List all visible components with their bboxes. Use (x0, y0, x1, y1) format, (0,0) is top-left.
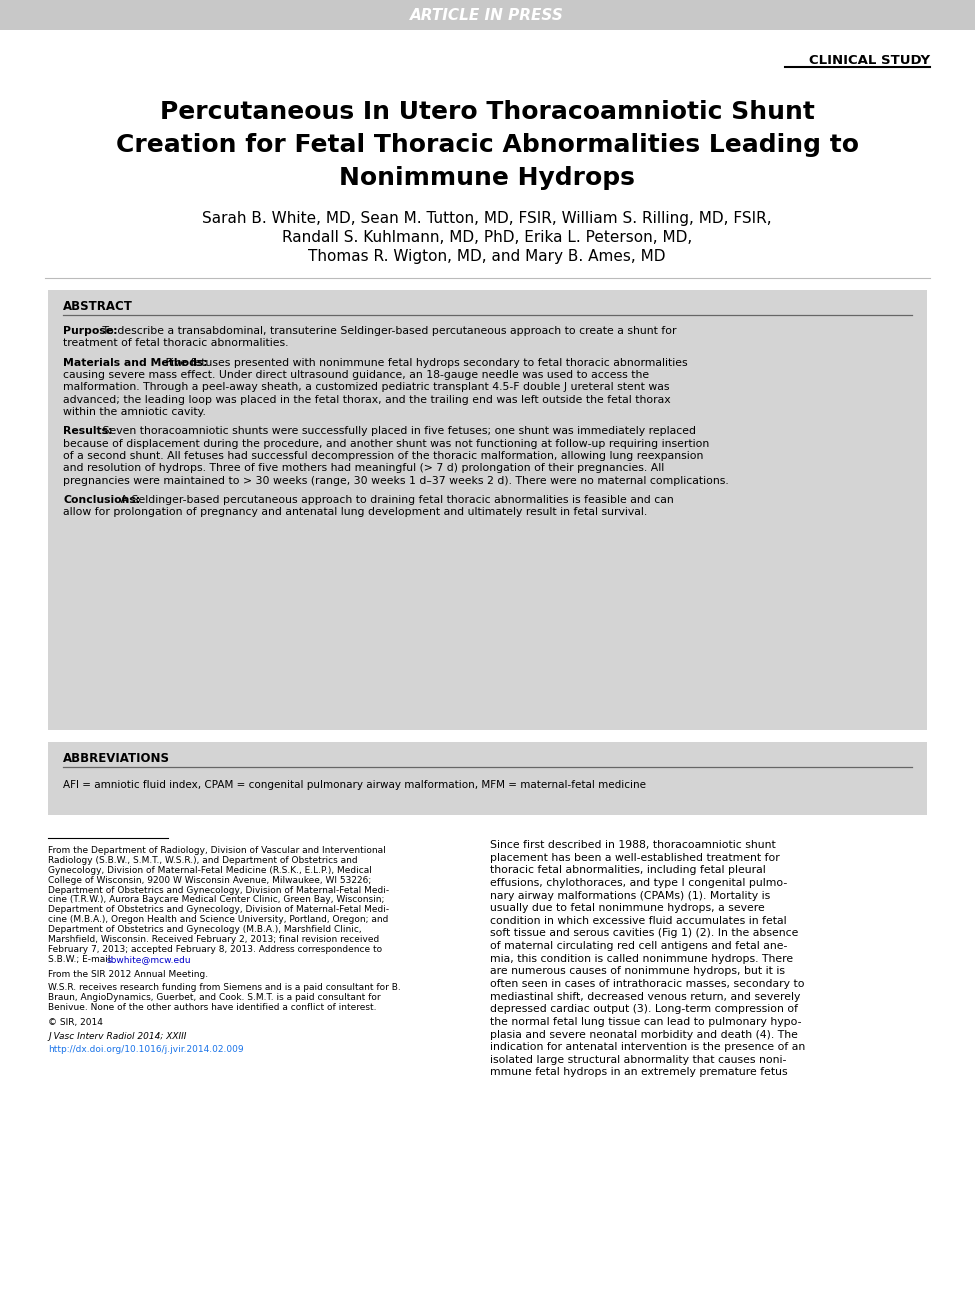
Text: Department of Obstetrics and Gynecology, Division of Maternal-Fetal Medi-: Department of Obstetrics and Gynecology,… (48, 886, 389, 894)
Text: ARTICLE IN PRESS: ARTICLE IN PRESS (410, 8, 564, 22)
Text: Since first described in 1988, thoracoamniotic shunt: Since first described in 1988, thoracoam… (490, 840, 776, 850)
Bar (48, 290, 927, 729)
Text: cine (T.R.W.), Aurora Baycare Medical Center Clinic, Green Bay, Wisconsin;: cine (T.R.W.), Aurora Baycare Medical Ce… (48, 895, 384, 904)
Text: condition in which excessive fluid accumulates in fetal: condition in which excessive fluid accum… (490, 916, 787, 925)
Text: treatment of fetal thoracic abnormalities.: treatment of fetal thoracic abnormalitie… (63, 338, 289, 348)
Text: Seven thoracoamniotic shunts were successfully placed in five fetuses; one shunt: Seven thoracoamniotic shunts were succes… (98, 427, 696, 436)
Text: thoracic fetal abnormalities, including fetal pleural: thoracic fetal abnormalities, including … (490, 865, 765, 876)
Bar (48, 743, 927, 816)
Text: mediastinal shift, decreased venous return, and severely: mediastinal shift, decreased venous retu… (490, 992, 800, 1002)
Text: indication for antenatal intervention is the presence of an: indication for antenatal intervention is… (490, 1043, 805, 1052)
Text: effusions, chylothoraces, and type I congenital pulmo-: effusions, chylothoraces, and type I con… (490, 878, 787, 887)
Text: Creation for Fetal Thoracic Abnormalities Leading to: Creation for Fetal Thoracic Abnormalitie… (115, 133, 859, 157)
Text: Benivue. None of the other authors have identified a conflict of interest.: Benivue. None of the other authors have … (48, 1004, 376, 1013)
Text: W.S.R. receives research funding from Siemens and is a paid consultant for B.: W.S.R. receives research funding from Si… (48, 984, 401, 992)
Text: S.B.W.; E-mail:: S.B.W.; E-mail: (48, 955, 116, 963)
Text: depressed cardiac output (3). Long-term compression of: depressed cardiac output (3). Long-term … (490, 1005, 798, 1014)
Text: Department of Obstetrics and Gynecology, Division of Maternal-Fetal Medi-: Department of Obstetrics and Gynecology,… (48, 906, 389, 915)
Text: malformation. Through a peel-away sheath, a customized pediatric transplant 4.5-: malformation. Through a peel-away sheath… (63, 382, 670, 393)
Text: cine (M.B.A.), Oregon Health and Science University, Portland, Oregon; and: cine (M.B.A.), Oregon Health and Science… (48, 915, 388, 924)
Text: and resolution of hydrops. Three of five mothers had meaningful (> 7 d) prolonga: and resolution of hydrops. Three of five… (63, 463, 664, 474)
Text: Gynecology, Division of Maternal-Fetal Medicine (R.S.K., E.L.P.), Medical: Gynecology, Division of Maternal-Fetal M… (48, 865, 371, 874)
Text: Radiology (S.B.W., S.M.T., W.S.R.), and Department of Obstetrics and: Radiology (S.B.W., S.M.T., W.S.R.), and … (48, 856, 358, 865)
Text: Percutaneous In Utero Thoracoamniotic Shunt: Percutaneous In Utero Thoracoamniotic Sh… (160, 100, 814, 124)
Text: pregnancies were maintained to > 30 weeks (range, 30 weeks 1 d–37 weeks 2 d). Th: pregnancies were maintained to > 30 week… (63, 475, 728, 485)
Text: of a second shunt. All fetuses had successful decompression of the thoracic malf: of a second shunt. All fetuses had succe… (63, 452, 703, 461)
Text: Five fetuses presented with nonimmune fetal hydrops secondary to fetal thoracic : Five fetuses presented with nonimmune fe… (162, 358, 687, 368)
Text: © SIR, 2014: © SIR, 2014 (48, 1018, 103, 1027)
Text: A Seldinger-based percutaneous approach to draining fetal thoracic abnormalities: A Seldinger-based percutaneous approach … (117, 495, 674, 505)
Text: ABSTRACT: ABSTRACT (63, 300, 133, 312)
Text: http://dx.doi.org/10.1016/j.jvir.2014.02.009: http://dx.doi.org/10.1016/j.jvir.2014.02… (48, 1045, 244, 1054)
Text: often seen in cases of intrathoracic masses, secondary to: often seen in cases of intrathoracic mas… (490, 979, 804, 989)
Text: are numerous causes of nonimmune hydrops, but it is: are numerous causes of nonimmune hydrops… (490, 967, 785, 976)
Text: College of Wisconsin, 9200 W Wisconsin Avenue, Milwaukee, WI 53226;: College of Wisconsin, 9200 W Wisconsin A… (48, 876, 371, 885)
Text: From the SIR 2012 Annual Meeting.: From the SIR 2012 Annual Meeting. (48, 970, 208, 979)
Text: Materials and Methods:: Materials and Methods: (63, 358, 208, 368)
Text: Thomas R. Wigton, MD, and Mary B. Ames, MD: Thomas R. Wigton, MD, and Mary B. Ames, … (308, 248, 666, 264)
Text: because of displacement during the procedure, and another shunt was not function: because of displacement during the proce… (63, 438, 709, 449)
Text: ABBREVIATIONS: ABBREVIATIONS (63, 752, 170, 765)
Text: mmune fetal hydrops in an extremely premature fetus: mmune fetal hydrops in an extremely prem… (490, 1067, 788, 1078)
Text: of maternal circulating red cell antigens and fetal ane-: of maternal circulating red cell antigen… (490, 941, 788, 951)
Text: From the Department of Radiology, Division of Vascular and Interventional: From the Department of Radiology, Divisi… (48, 846, 386, 855)
Text: To describe a transabdominal, transuterine Seldinger-based percutaneous approach: To describe a transabdominal, transuteri… (98, 326, 677, 335)
Text: usually due to fetal nonimmune hydrops, a severe: usually due to fetal nonimmune hydrops, … (490, 903, 764, 914)
Text: Department of Obstetrics and Gynecology (M.B.A.), Marshfield Clinic,: Department of Obstetrics and Gynecology … (48, 925, 362, 934)
Text: AFI = amniotic fluid index, CPAM = congenital pulmonary airway malformation, MFM: AFI = amniotic fluid index, CPAM = conge… (63, 780, 646, 790)
Text: allow for prolongation of pregnancy and antenatal lung development and ultimatel: allow for prolongation of pregnancy and … (63, 508, 647, 517)
Text: CLINICAL STUDY: CLINICAL STUDY (809, 54, 930, 67)
Text: within the amniotic cavity.: within the amniotic cavity. (63, 407, 206, 416)
Text: Results:: Results: (63, 427, 112, 436)
Text: advanced; the leading loop was placed in the fetal thorax, and the trailing end : advanced; the leading loop was placed in… (63, 394, 671, 405)
Text: J Vasc Interv Radiol 2014; XXIII: J Vasc Interv Radiol 2014; XXIII (48, 1032, 186, 1041)
Text: Conclusions:: Conclusions: (63, 495, 140, 505)
Text: Sarah B. White, MD, Sean M. Tutton, MD, FSIR, William S. Rilling, MD, FSIR,: Sarah B. White, MD, Sean M. Tutton, MD, … (202, 210, 772, 226)
Text: mia, this condition is called nonimmune hydrops. There: mia, this condition is called nonimmune … (490, 954, 793, 963)
Text: plasia and severe neonatal morbidity and death (4). The: plasia and severe neonatal morbidity and… (490, 1030, 798, 1040)
Text: Braun, AngioDynamics, Guerbet, and Cook. S.M.T. is a paid consultant for: Braun, AngioDynamics, Guerbet, and Cook.… (48, 993, 380, 1002)
Text: isolated large structural abnormality that causes noni-: isolated large structural abnormality th… (490, 1054, 787, 1065)
Text: February 7, 2013; accepted February 8, 2013. Address correspondence to: February 7, 2013; accepted February 8, 2… (48, 945, 382, 954)
Bar (0, 0, 975, 30)
Text: causing severe mass effect. Under direct ultrasound guidance, an 18-gauge needle: causing severe mass effect. Under direct… (63, 371, 649, 380)
Text: Marshfield, Wisconsin. Received February 2, 2013; final revision received: Marshfield, Wisconsin. Received February… (48, 934, 379, 944)
Text: sbwhite@mcw.edu: sbwhite@mcw.edu (106, 955, 191, 963)
Text: the normal fetal lung tissue can lead to pulmonary hypo-: the normal fetal lung tissue can lead to… (490, 1017, 801, 1027)
Text: soft tissue and serous cavities (Fig 1) (2). In the absence: soft tissue and serous cavities (Fig 1) … (490, 928, 799, 938)
Text: placement has been a well-established treatment for: placement has been a well-established tr… (490, 852, 780, 863)
Text: Randall S. Kuhlmann, MD, PhD, Erika L. Peterson, MD,: Randall S. Kuhlmann, MD, PhD, Erika L. P… (282, 230, 692, 244)
Text: nary airway malformations (CPAMs) (1). Mortality is: nary airway malformations (CPAMs) (1). M… (490, 890, 770, 900)
Text: Purpose:: Purpose: (63, 326, 118, 335)
Text: Nonimmune Hydrops: Nonimmune Hydrops (339, 166, 635, 191)
